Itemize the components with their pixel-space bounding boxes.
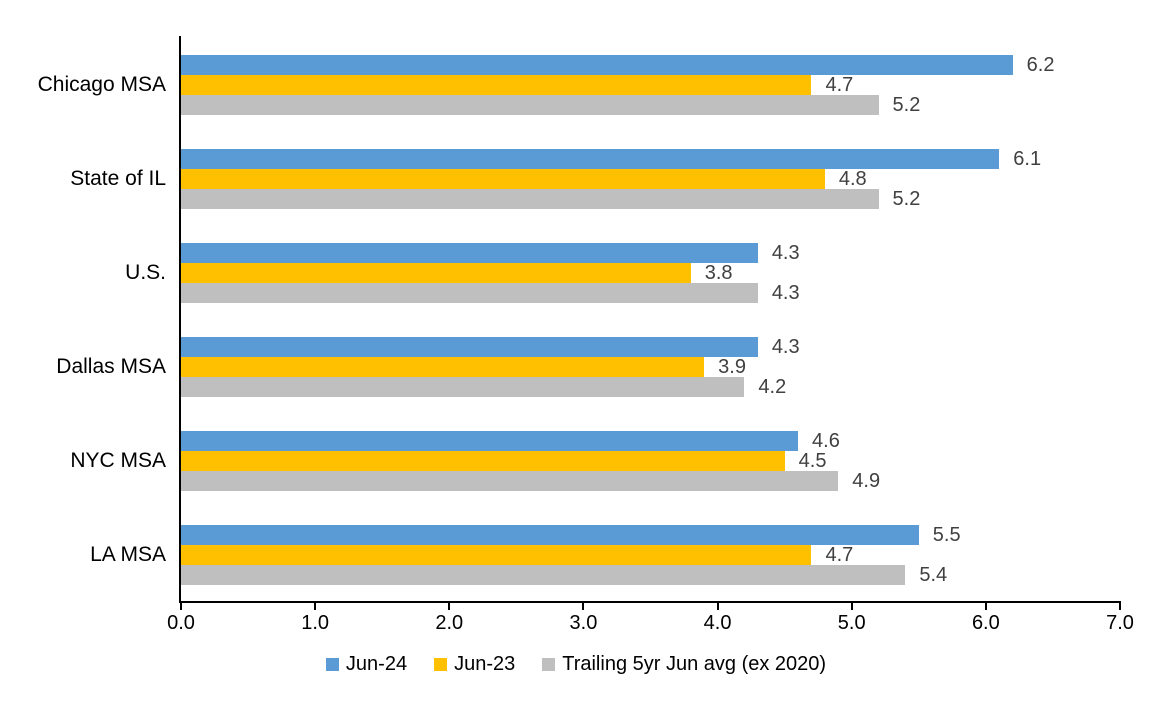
category-label: LA MSA	[90, 543, 166, 566]
legend-item: Trailing 5yr Jun avg (ex 2020)	[542, 653, 826, 676]
bar-value-label: 5.2	[892, 188, 921, 210]
x-tick-label: 4.0	[703, 612, 732, 634]
bar-value-label: 5.5	[932, 524, 961, 546]
x-tick-mark	[850, 602, 853, 610]
category-label: Dallas MSA	[56, 355, 166, 378]
bar-value-label: 4.3	[771, 336, 800, 358]
bar	[181, 75, 812, 95]
bar-value-label: 6.1	[1013, 148, 1042, 170]
bar-value-label: 4.5	[798, 450, 827, 472]
x-axis-line	[179, 601, 1121, 603]
bar	[181, 565, 906, 585]
bar	[181, 169, 825, 189]
bar-value-label: 4.3	[771, 282, 800, 304]
x-tick-label: 5.0	[837, 612, 866, 634]
bar-value-label: 4.7	[825, 544, 854, 566]
category-label: State of IL	[70, 167, 166, 190]
bar	[181, 545, 812, 565]
x-tick-mark	[448, 602, 451, 610]
x-tick-mark	[984, 602, 987, 610]
bar	[181, 377, 745, 397]
x-tick-label: 7.0	[1106, 612, 1134, 634]
x-tick-label: 1.0	[301, 612, 330, 634]
x-tick-label: 6.0	[971, 612, 1000, 634]
bar	[181, 451, 785, 471]
legend: Jun-24 Jun-23 Trailing 5yr Jun avg (ex 202…	[0, 650, 1152, 678]
bar	[181, 283, 758, 303]
x-tick-label: 0.0	[167, 612, 195, 634]
bar-value-label: 4.2	[758, 376, 787, 398]
bar-value-label: 5.4	[919, 564, 948, 586]
bar	[181, 357, 705, 377]
bar	[181, 471, 839, 491]
category-label: U.S.	[125, 261, 166, 284]
bar-value-label: 4.8	[838, 168, 867, 190]
legend-label: Jun-24	[345, 652, 408, 675]
bar	[181, 95, 879, 115]
bar	[181, 243, 758, 263]
bar-value-label: 3.8	[704, 262, 733, 284]
x-tick-mark	[716, 602, 719, 610]
x-tick-label: 3.0	[569, 612, 598, 634]
x-tick-mark	[1119, 602, 1121, 610]
legend-swatch-icon	[325, 657, 339, 671]
bar	[181, 55, 1013, 75]
legend-item: Jun-23	[434, 653, 515, 676]
bar	[181, 149, 1000, 169]
bar	[181, 431, 799, 451]
legend-swatch-icon	[434, 657, 448, 671]
y-axis-line	[179, 36, 181, 603]
bar-value-label: 6.2	[1026, 54, 1055, 76]
bar-value-label: 4.9	[852, 470, 881, 492]
bar-value-label: 3.9	[718, 356, 746, 378]
bar-value-label: 4.7	[825, 74, 854, 96]
legend-item: Jun-24	[325, 652, 408, 676]
bar	[181, 337, 758, 357]
x-tick-mark	[582, 602, 585, 610]
x-tick-mark	[180, 602, 182, 610]
bar	[181, 263, 691, 283]
x-tick-label: 2.0	[435, 612, 464, 634]
category-label: NYC MSA	[70, 449, 166, 472]
x-tick-mark	[314, 602, 317, 610]
bar-value-label: 4.6	[812, 430, 840, 452]
bar	[181, 525, 919, 545]
bar	[181, 189, 879, 209]
bar-value-label: 4.3	[771, 242, 800, 264]
legend-label: Trailing 5yr Jun avg (ex 2020)	[562, 652, 827, 675]
legend-label: Jun-23	[454, 652, 516, 675]
bar-value-label: 5.2	[892, 94, 921, 116]
legend-swatch-icon	[542, 657, 556, 671]
category-label: Chicago MSA	[37, 73, 166, 96]
